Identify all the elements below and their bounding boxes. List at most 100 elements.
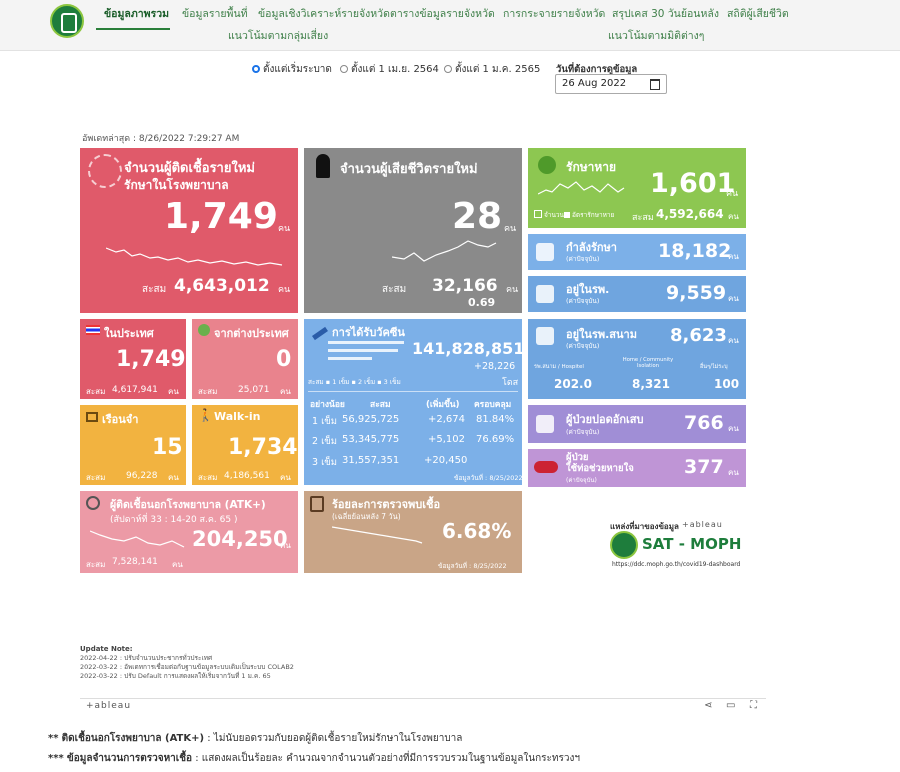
- fullscreen-icon[interactable]: ⛶: [750, 700, 757, 711]
- card-walkin: 🚶 Walk-in 1,734 สะสม 4,186,561 คน: [192, 405, 298, 485]
- walking-icon: 🚶: [198, 408, 213, 422]
- vaccine-data-date: ข้อมูลวันที่ : 8/25/2022: [454, 474, 522, 482]
- radio-since-apr-2564[interactable]: ตั้งแต่ 1 เม.ย. 2564: [340, 62, 439, 77]
- new-cases-unit: คน: [278, 224, 291, 234]
- nav-active-underline: [96, 28, 170, 30]
- in-hospital-unit: คน: [728, 294, 739, 303]
- nav-dimension-trend[interactable]: แนวโน้มตามมิติต่างๆ: [608, 30, 705, 42]
- vaccine-row-cum: 56,925,725: [342, 414, 400, 425]
- vaccine-total: 141,828,851: [412, 339, 522, 358]
- treating-sub: (ค่าปัจจุบัน): [566, 255, 600, 263]
- vaccine-row-inc: +2,674: [428, 414, 466, 425]
- card-treating: กำลังรักษา (ค่าปัจจุบัน) 18,182 คน: [528, 234, 746, 270]
- in-hospital-sub: (ค่าปัจจุบัน): [566, 297, 600, 305]
- card-new-cases: จำนวนผู้ติดเชื้อรายใหม่ รักษาในโรงพยาบาล…: [80, 148, 298, 313]
- radio-since-start[interactable]: ตั้งแต่เริ่มระบาด: [252, 62, 332, 77]
- legend-label: จำนวน: [544, 211, 564, 219]
- field-hospital-unit: คน: [728, 336, 739, 345]
- recovered-legend-count[interactable]: จำนวน: [534, 210, 564, 220]
- positivity-sub: (เฉลี่ยย้อนหลัง 7 วัน): [332, 512, 401, 521]
- card-deaths: จำนวนผู้เสียชีวิตรายใหม่ 28 คน สะสม 32,1…: [304, 148, 522, 313]
- vaccine-row-inc: +5,102: [428, 434, 466, 445]
- in-hospital-value: 9,559: [666, 282, 727, 304]
- recovered-sparkline: [538, 181, 625, 195]
- moph-logo-icon[interactable]: [50, 4, 84, 38]
- atk-sub: (สัปดาห์ที่ 33 : 14-20 ส.ค. 65 ): [110, 515, 238, 525]
- source-url[interactable]: https://ddc.moph.go.th/covid19-dashboard: [612, 561, 741, 568]
- treating-unit: คน: [728, 252, 739, 261]
- nav-province-analysis[interactable]: ข้อมูลเชิงวิเคราะห์รายจังหวัด: [258, 8, 390, 20]
- walkin-value: 1,734: [228, 435, 298, 460]
- atk-title: ผู้ติดเชื้อนอกโรงพยาบาล (ATK+): [110, 499, 266, 511]
- share-icon[interactable]: ⋖: [704, 700, 713, 711]
- notes-title: Update Note:: [80, 645, 133, 653]
- radio-icon: [340, 65, 348, 73]
- radio-icon: [444, 65, 452, 73]
- vaccine-bar-3: [328, 357, 372, 360]
- vaccine-legend: สะสม ▪ 1 เข็ม ▪ 2 เข็ม ▪ 3 เข็ม: [308, 378, 401, 386]
- ventilator-unit: คน: [728, 468, 739, 477]
- vaccine-header-cov: ครอบคลุม: [474, 400, 512, 410]
- calendar-icon[interactable]: [650, 79, 660, 90]
- vaccine-row-inc: +20,450: [424, 455, 468, 466]
- nav-province-table[interactable]: ตารางข้อมูลรายจังหวัด: [390, 8, 495, 20]
- nav-distribution[interactable]: การกระจายรายจังหวัด: [503, 8, 606, 20]
- nav-risk-trend[interactable]: แนวโน้มตามกลุ่มเสี่ยง: [228, 30, 329, 42]
- deaths-sparkline: [392, 240, 497, 262]
- nav-30day[interactable]: สรุปเคส 30 วันย้อนหลัง: [612, 8, 719, 20]
- positivity-sparkline: [332, 526, 423, 544]
- recovered-legend-rate[interactable]: อัตรารักษาหาย: [564, 210, 614, 220]
- atk-value: 204,250: [192, 527, 288, 551]
- hospital-bed-icon: [536, 243, 554, 261]
- recovered-cum: 4,592,664: [656, 207, 724, 221]
- last-updated: อัพเดทล่าสุด : 8/26/2022 7:29:27 AM: [82, 134, 240, 144]
- tableau-logo[interactable]: +ableau: [86, 701, 132, 711]
- update-notes: Update Note: 2022-04-22 : ปรับจำนวนประชา…: [80, 645, 294, 681]
- radio-selected-icon: [252, 65, 260, 73]
- card-field-hospital: อยู่ในรพ.สนาม (ค่าปัจจุบัน) 8,623 คน รพ.…: [528, 319, 746, 399]
- checkbox-icon: [564, 212, 570, 218]
- card-recovered: รักษาหาย 1,601 คน จำนวน อัตรารักษาหาย สะ…: [528, 148, 746, 228]
- positivity-title: ร้อยละการตรวจพบเชื้อ: [332, 498, 441, 511]
- syringe-icon: [312, 326, 328, 341]
- prison-cum: 96,228: [126, 471, 158, 481]
- radio-since-jan-2565[interactable]: ตั้งแต่ 1 ม.ค. 2565: [444, 62, 540, 77]
- deaths-cum: 32,166: [432, 276, 498, 296]
- field-value-other: 100: [714, 377, 740, 391]
- recovered-cum-unit: คน: [728, 212, 739, 221]
- globe-icon: [198, 324, 210, 336]
- deaths-cum-label: สะสม: [382, 284, 407, 295]
- vaccine-row-cum: 53,345,775: [342, 434, 400, 445]
- radio-label: ตั้งแต่ 1 ม.ค. 2565: [455, 64, 541, 75]
- nav-overview[interactable]: ข้อมูลภาพรวม: [104, 8, 170, 20]
- atk-cum-label: สะสม: [86, 560, 106, 569]
- pneumonia-sub: (ค่าปัจจุบัน): [566, 428, 600, 436]
- vaccine-bar-2: [328, 349, 398, 352]
- nav-area[interactable]: ข้อมูลรายพื้นที่: [182, 8, 248, 20]
- positivity-data-date: ข้อมูลวันที่ : 8/25/2022: [438, 562, 507, 570]
- vaccine-row-cum: 31,557,351: [342, 455, 400, 466]
- card-atk: ผู้ติดเชื้อนอกโรงพยาบาล (ATK+) (สัปดาห์ท…: [80, 491, 298, 573]
- date-input[interactable]: 26 Aug 2022: [555, 74, 667, 94]
- deaths-cum-unit: คน: [506, 285, 519, 295]
- domestic-cum-unit: คน: [168, 387, 179, 396]
- field-col-home: Home / Community Isolation: [622, 357, 674, 369]
- ventilator-sub: (ค่าปัจจุบัน): [566, 477, 597, 484]
- vaccine-bar-1: [328, 341, 404, 344]
- domestic-value: 1,749: [116, 347, 186, 372]
- footnote-atk: ** ติดเชื้อนอกโรงพยาบาล (ATK+) : ไม่นับย…: [48, 731, 462, 746]
- date-value: 26 Aug 2022: [562, 78, 627, 89]
- recovered-cum-label: สะสม: [632, 213, 654, 223]
- field-value-home: 8,321: [632, 377, 670, 391]
- footnote-text: : ไม่นับยอดรวมกับยอดผู้ติดเชื้อรายใหม่รั…: [204, 733, 463, 744]
- vaccine-header-cum: สะสม: [370, 400, 391, 410]
- download-icon[interactable]: ▭: [726, 700, 736, 711]
- prison-cum-label: สะสม: [86, 473, 106, 482]
- checkbox-icon: [534, 210, 542, 218]
- deaths-value: 28: [452, 196, 503, 237]
- ribbon-icon: [316, 154, 330, 178]
- field-hospital-title: อยู่ในรพ.สนาม: [566, 328, 637, 341]
- ventilator-title2: ใช้ท่อช่วยหายใจ: [566, 463, 634, 474]
- nav-death-stats[interactable]: สถิติผู้เสียชีวิต: [727, 8, 789, 20]
- abroad-cum-unit: คน: [280, 387, 291, 396]
